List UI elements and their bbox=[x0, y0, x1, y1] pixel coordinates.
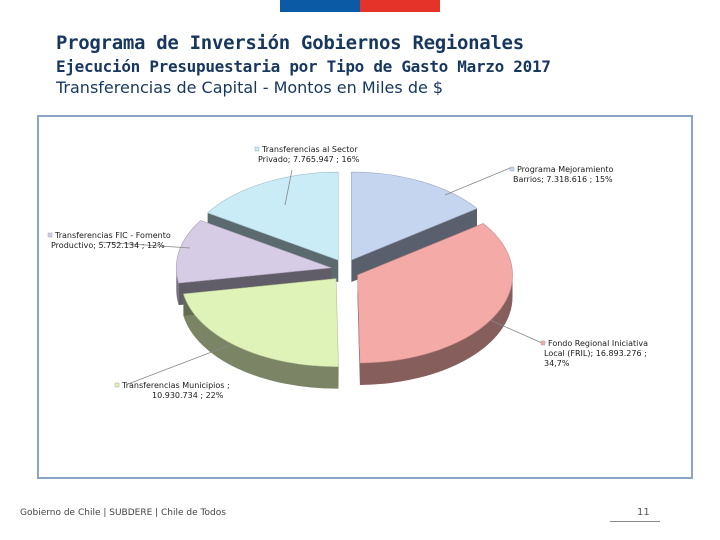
slice-label-4-1: Transferencias al Sector bbox=[261, 145, 358, 154]
slice-label-4-2: Privado; 7.765.947 ; 16% bbox=[258, 155, 360, 164]
pie-slice-4 bbox=[207, 171, 339, 261]
slice-label-3-2: Productivo; 5.752.134 ; 12% bbox=[51, 241, 165, 250]
label-swatch-3 bbox=[47, 232, 53, 238]
pie-slice-face-0-1 bbox=[351, 208, 477, 283]
label-swatch-0 bbox=[509, 166, 515, 172]
page-title: Programa de Inversión Gobiernos Regional… bbox=[56, 32, 524, 54]
page-subtitle: Ejecución Presupuestaria por Tipo de Gas… bbox=[56, 57, 551, 76]
leader-line-0 bbox=[444, 167, 511, 196]
flag-stripe-red bbox=[360, 0, 440, 12]
leader-line-1 bbox=[489, 319, 543, 344]
label-swatch-1 bbox=[540, 340, 546, 346]
leader-line-2 bbox=[127, 344, 231, 385]
slice-label-1-2: Local (FRIL); 16.893.276 ; bbox=[544, 349, 647, 358]
leader-line-4 bbox=[284, 169, 293, 206]
label-swatch-4 bbox=[254, 146, 260, 152]
slice-label-1-1: Fondo Regional Iniciativa bbox=[548, 339, 648, 348]
slice-label-2-2: 10.930.734 ; 22% bbox=[152, 391, 224, 400]
page-subtitle-units: Transferencias de Capital - Montos en Mi… bbox=[56, 78, 444, 97]
footer-divider bbox=[610, 521, 660, 522]
pie-slice-wall-4 bbox=[183, 293, 339, 389]
slice-label-1-3: 34,7% bbox=[544, 359, 570, 368]
pie-slice-2 bbox=[183, 278, 339, 367]
pie-slice-1 bbox=[357, 223, 513, 364]
page-number: 11 bbox=[637, 507, 650, 518]
leader-line-3 bbox=[99, 241, 191, 249]
flag-stripe-blue bbox=[280, 0, 360, 12]
label-swatch-2 bbox=[114, 382, 120, 388]
slice-label-0-2: Barrios; 7.318.616 ; 15% bbox=[513, 175, 613, 184]
pie-slice-0 bbox=[351, 171, 478, 261]
slice-label-2-1: Transferencias Municipios ; bbox=[121, 381, 230, 390]
footer-text: Gobierno de Chile | SUBDERE | Chile de T… bbox=[20, 508, 226, 518]
pie-slice-3 bbox=[175, 220, 332, 284]
slice-label-3-1: Transferencias FIC - Fomento bbox=[54, 231, 171, 240]
slice-label-0-1: Programa Mejoramiento bbox=[517, 165, 613, 174]
pie-slice-wall-3 bbox=[359, 275, 513, 386]
